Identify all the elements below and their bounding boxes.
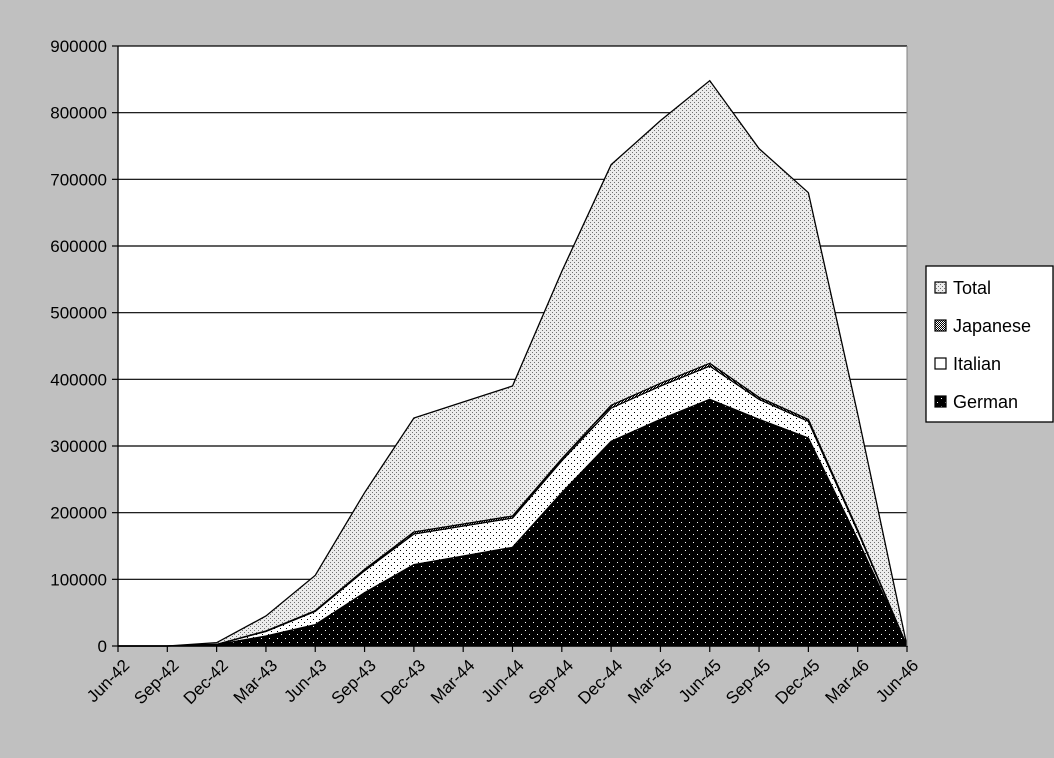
x-tick-label: Sep-42 bbox=[130, 656, 182, 708]
y-tick-label: 700000 bbox=[50, 170, 107, 189]
legend-label-total: Total bbox=[953, 278, 991, 298]
y-tick-label: 900000 bbox=[50, 37, 107, 56]
x-tick-label: Dec-43 bbox=[377, 656, 429, 708]
legend-box bbox=[925, 265, 1054, 423]
y-tick-label: 400000 bbox=[50, 370, 107, 389]
legend-swatch-german bbox=[934, 395, 947, 408]
y-tick-label: 800000 bbox=[50, 104, 107, 123]
legend-label-german: German bbox=[953, 392, 1018, 412]
x-tick-label: Jun-43 bbox=[280, 656, 330, 706]
x-tick-label: Dec-42 bbox=[180, 656, 232, 708]
x-tick-label: Jun-44 bbox=[478, 656, 528, 706]
y-axis-ticks: 0 100000 200000 300000 400000 500000 600000 700… bbox=[50, 37, 118, 656]
x-tick-label: Mar-43 bbox=[230, 656, 282, 708]
x-tick-label: Mar-44 bbox=[427, 656, 479, 708]
legend-swatch-japanese bbox=[934, 319, 947, 332]
x-tick-label: Mar-45 bbox=[624, 656, 676, 708]
x-tick-label: Jun-45 bbox=[675, 656, 725, 706]
x-tick-label: Sep-43 bbox=[328, 656, 380, 708]
y-tick-label: 600000 bbox=[50, 237, 107, 256]
y-tick-label: 300000 bbox=[50, 437, 107, 456]
x-tick-label: Dec-45 bbox=[771, 656, 823, 708]
y-tick-label: 0 bbox=[98, 637, 107, 656]
y-tick-label: 100000 bbox=[50, 570, 107, 589]
x-tick-label: Mar-46 bbox=[821, 656, 873, 708]
y-tick-label: 500000 bbox=[50, 304, 107, 323]
legend: Total Japanese Italian German bbox=[925, 265, 1054, 423]
y-tick-label: 200000 bbox=[50, 504, 107, 523]
legend-swatch-total bbox=[934, 281, 947, 294]
x-tick-label: Dec-44 bbox=[574, 656, 626, 708]
x-tick-label: Jun-42 bbox=[83, 656, 133, 706]
x-tick-label: Jun-46 bbox=[872, 656, 922, 706]
legend-label-italian: Italian bbox=[953, 354, 1001, 374]
x-tick-label: Sep-45 bbox=[722, 656, 774, 708]
x-tick-label: Sep-44 bbox=[525, 656, 577, 708]
legend-label-japanese: Japanese bbox=[953, 316, 1031, 336]
legend-swatch-italian bbox=[934, 357, 947, 370]
